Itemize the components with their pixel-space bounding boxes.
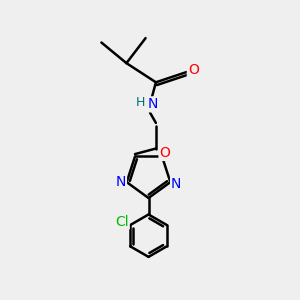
Text: Cl: Cl xyxy=(115,214,129,229)
Text: N: N xyxy=(116,175,126,189)
Text: N: N xyxy=(171,177,181,190)
Text: N: N xyxy=(147,98,158,111)
Text: O: O xyxy=(188,64,199,77)
Text: O: O xyxy=(160,146,170,160)
Text: H: H xyxy=(136,95,145,109)
